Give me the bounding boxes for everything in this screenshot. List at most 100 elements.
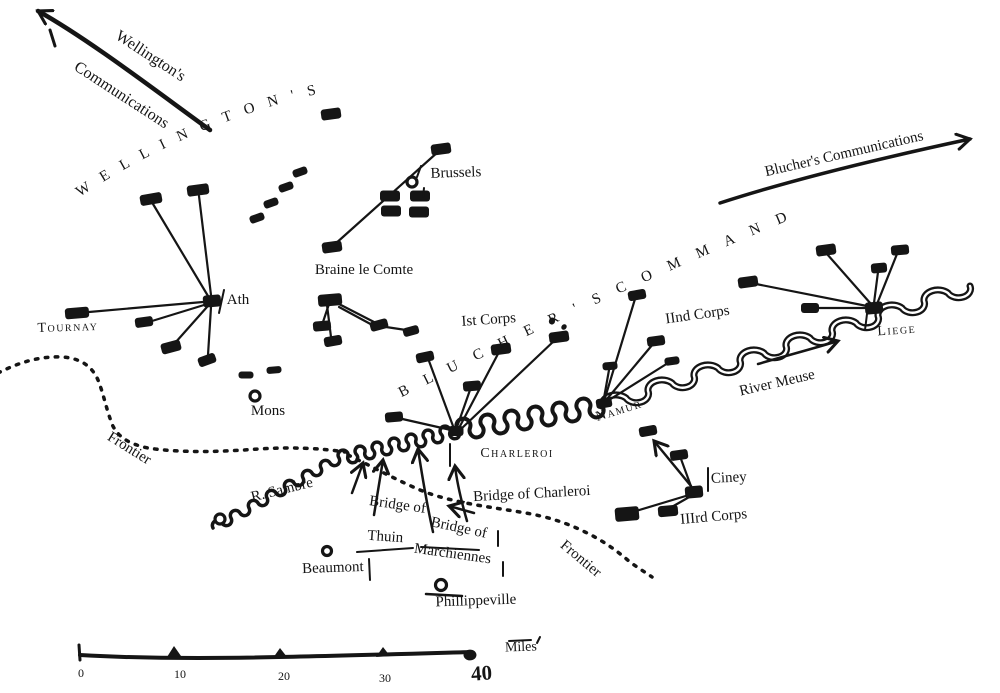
tournay-label: Tournay xyxy=(37,319,98,336)
frontier-south-dotted xyxy=(346,453,654,579)
liege-link xyxy=(872,270,880,305)
brussels-cluster-unit xyxy=(410,190,430,202)
miles-label: Miles xyxy=(505,639,537,655)
iiird-corps-unit xyxy=(669,449,689,461)
bridge-of-charleroi-arrow xyxy=(455,466,469,523)
charleroi-label: Charleroi xyxy=(480,446,553,461)
ciney-advance-arrow xyxy=(654,441,693,488)
river-sambre-meuse xyxy=(454,396,606,440)
brussels-position-tick-2 xyxy=(422,187,425,198)
bridge-of-charleroi-label: Bridge of Charleroi xyxy=(473,483,591,505)
rivers-layer xyxy=(210,282,975,530)
sambre-source-circle xyxy=(213,512,227,526)
scale-end-tick xyxy=(77,643,82,662)
beaumont-position-tick xyxy=(368,558,371,581)
scale-20-label: 20 xyxy=(278,669,290,683)
iind-corps-unit xyxy=(602,361,618,371)
units-layer xyxy=(64,107,910,522)
thuin-underline xyxy=(356,547,414,553)
ist-corps-unit xyxy=(548,330,570,344)
blucher-unit xyxy=(815,243,837,257)
frontier-south-label: Frontier xyxy=(557,537,604,580)
phillippeville-label: Phillippeville xyxy=(435,592,517,611)
towns-layer xyxy=(213,175,449,593)
liege-label: Liege xyxy=(877,322,917,340)
ath-link xyxy=(197,194,213,297)
charleroi-hub-unit xyxy=(448,426,464,436)
ciney-link xyxy=(634,493,691,513)
wellingtons-command-arc-text: W E L L I N G T O N ' S xyxy=(73,81,317,200)
mons-label: Mons xyxy=(251,403,285,419)
scale-10-label: 10 xyxy=(174,667,186,681)
ath-label: Ath xyxy=(227,292,250,308)
namur-link xyxy=(602,368,611,400)
ist-corps-unit xyxy=(462,380,482,392)
bridge-of-underline xyxy=(420,546,480,551)
ist-corps-link xyxy=(427,359,455,428)
arrow-pen-flick xyxy=(48,28,57,48)
mons-unit-small xyxy=(238,371,254,379)
bridge-of-thuin-label-line1: Bridge of xyxy=(368,493,427,517)
scale-0-label: 0 xyxy=(78,666,84,680)
meuse-flow-arrow xyxy=(756,341,838,366)
iind-corps-label: IInd Corps xyxy=(664,303,730,328)
wellington-unit xyxy=(160,339,182,355)
ath-hub-unit xyxy=(202,294,222,308)
wellingtons-command-arc-path xyxy=(78,90,334,198)
tournay-unit xyxy=(64,306,90,320)
river-meuse-label: River Meuse xyxy=(738,367,817,400)
liege-position-tick xyxy=(864,313,868,331)
iiird-corps-label: IIIrd Corps xyxy=(680,506,748,528)
river-meuse-core xyxy=(600,284,972,408)
braine-link xyxy=(384,325,408,332)
miles-apostrophe-tick xyxy=(536,636,541,644)
ciney-label: Ciney xyxy=(710,469,747,487)
liege-hub-unit xyxy=(864,301,884,315)
liege-link xyxy=(754,282,869,308)
braine-hub-unit xyxy=(317,293,343,307)
braine-unit xyxy=(312,320,332,332)
scale-end-cap xyxy=(463,649,477,661)
ath-link xyxy=(173,305,209,345)
beaumont-town-circle xyxy=(320,544,334,558)
wellington-unit xyxy=(186,183,210,197)
mons-unit-small xyxy=(266,366,282,374)
iiird-corps-unit xyxy=(657,504,679,518)
scale-bump-20 xyxy=(273,648,287,658)
ciney-link xyxy=(679,457,694,491)
phillippeville-underline xyxy=(424,592,464,598)
iind-corps-unit xyxy=(646,335,666,347)
frontier-west-dotted xyxy=(0,355,347,454)
bluchers-communications-arrow xyxy=(718,139,970,205)
ath-link xyxy=(87,300,205,314)
blucher-unit xyxy=(801,303,819,313)
braine-link xyxy=(335,301,376,324)
braine-le-comte-label: Braine le Comte xyxy=(315,262,414,278)
blucher-unit xyxy=(870,262,888,274)
beaumont-label: Beaumont xyxy=(302,559,365,577)
bridge-of-thuin-arrow-2 xyxy=(374,460,383,517)
liege-link xyxy=(875,252,899,306)
bridge-of-thuin-label-line2: Thuin xyxy=(367,528,404,546)
namur-link xyxy=(607,361,670,402)
scale-30-label: 30 xyxy=(379,671,391,685)
bridge-of-marchiennes-label-line2: Marchiennes xyxy=(413,541,492,568)
blucher-unit xyxy=(737,275,759,289)
wellington-unit xyxy=(321,240,343,254)
ist-corps-label: Ist Corps xyxy=(461,310,517,330)
braine-unit xyxy=(323,334,343,348)
phillippeville-town-circle xyxy=(433,577,449,593)
bridge-of-marchiennes-label-line1: Bridge of xyxy=(429,514,488,542)
namur-link xyxy=(605,342,655,401)
brussels-town-circle xyxy=(405,175,419,189)
braine-unit xyxy=(402,325,420,337)
bridge-of-marchiennes-arrow xyxy=(418,449,435,534)
paths-layer xyxy=(0,8,970,661)
bridge-of-thuin-arrow-1 xyxy=(352,463,363,495)
ciney-hub-unit xyxy=(684,485,704,499)
ticks-layer xyxy=(48,28,868,662)
ist-corps-unit xyxy=(384,411,404,423)
blucher-unit xyxy=(890,244,910,256)
iiird-corps-unit xyxy=(614,506,640,522)
